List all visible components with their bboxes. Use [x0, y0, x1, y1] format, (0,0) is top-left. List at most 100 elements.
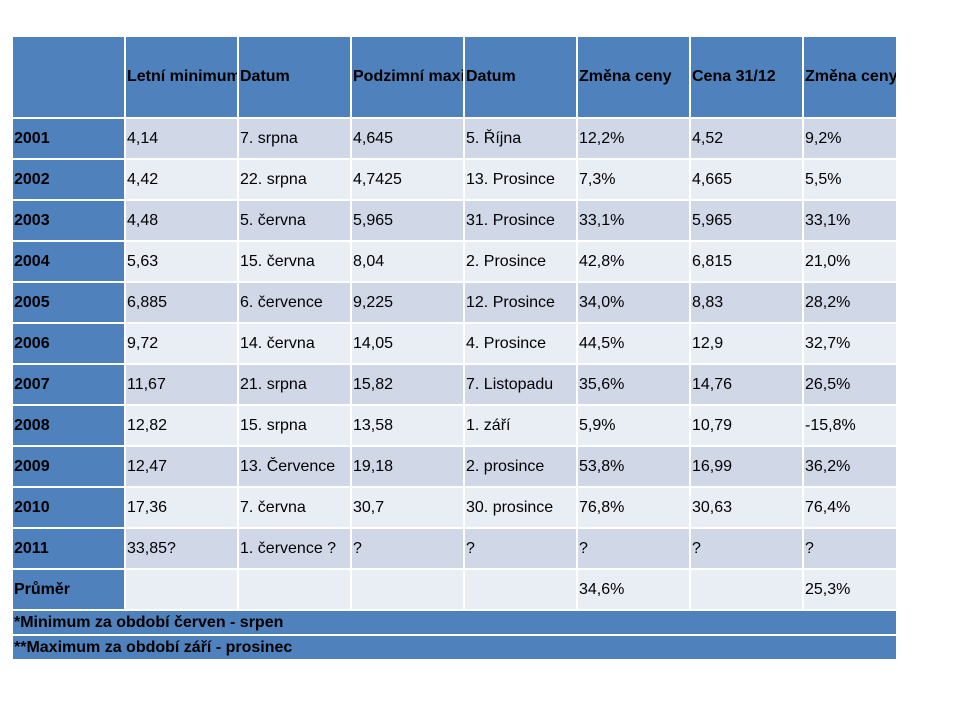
column-header: Změna ceny [802, 35, 898, 119]
column-header: Změna ceny [576, 35, 691, 119]
table-cell: 12,2% [576, 117, 691, 160]
table-cell: 7. srpna [237, 117, 352, 160]
table-cell: 4,665 [689, 158, 804, 201]
table-cell: 4,42 [124, 158, 239, 201]
table-cell: ? [689, 527, 804, 570]
table-row: 2010 17,36 7. června 30,7 30. prosince 76,8% 3… [11, 486, 898, 529]
row-header-cell: 2010 [11, 486, 126, 529]
row-header-cell: 2007 [11, 363, 126, 406]
table-cell: 15. srpna [237, 404, 352, 447]
table-cell: 5,965 [350, 199, 465, 242]
table-cell: 30,7 [350, 486, 465, 529]
table-cell: 7,3% [576, 158, 691, 201]
table-row: Průměr 34,6% 25,3% [11, 568, 898, 611]
table-cell: 44,5% [576, 322, 691, 365]
table-row: 2006 9,72 14. června 14,05 4. Prosince 44,5% 1… [11, 322, 898, 365]
table-cell: 9,225 [350, 281, 465, 324]
table-footnotes: *Minimum za období červen - srpen **Maxim… [11, 609, 898, 661]
table-cell [124, 568, 239, 611]
table-cell: 4,52 [689, 117, 804, 160]
table-cell: ? [576, 527, 691, 570]
table-cell: 6,815 [689, 240, 804, 283]
table-cell: 10,79 [689, 404, 804, 447]
table-cell: 12,82 [124, 404, 239, 447]
table-row: 2003 4,48 5. června 5,965 31. Prosince 33,1% 5… [11, 199, 898, 242]
table-cell: 4,14 [124, 117, 239, 160]
footnote-text: *Minimum za období červen - srpen [11, 609, 898, 636]
row-header-cell: 2005 [11, 281, 126, 324]
table-cell: 34,6% [576, 568, 691, 611]
table-cell: 19,18 [350, 445, 465, 488]
table-row: 2004 5,63 15. června 8,04 2. Prosince 42,8% 6,… [11, 240, 898, 283]
header-corner-cell [11, 35, 126, 119]
table-cell: 32,7% [802, 322, 898, 365]
table-cell: 22. srpna [237, 158, 352, 201]
table-cell: 12. Prosince [463, 281, 578, 324]
table-cell: 14,76 [689, 363, 804, 406]
table-row: 2011 33,85? 1. července ? ????? [11, 527, 898, 570]
table-cell: ? [463, 527, 578, 570]
table-cell: 35,6% [576, 363, 691, 406]
table-cell: 1. září [463, 404, 578, 447]
table-cell: 5,5% [802, 158, 898, 201]
table-cell: ? [802, 527, 898, 570]
column-header: Datum [237, 35, 352, 119]
table-cell: 16,99 [689, 445, 804, 488]
table-cell: 17,36 [124, 486, 239, 529]
table-cell: 12,47 [124, 445, 239, 488]
table-cell: 31. Prosince [463, 199, 578, 242]
table-cell: 8,04 [350, 240, 465, 283]
row-header-cell: 2004 [11, 240, 126, 283]
table-cell: 30,63 [689, 486, 804, 529]
table-cell: 5. června [237, 199, 352, 242]
table-cell: 13,58 [350, 404, 465, 447]
table-cell: 13. Července [237, 445, 352, 488]
table-cell: 9,2% [802, 117, 898, 160]
table-cell: 26,5% [802, 363, 898, 406]
table-cell: 2. prosince [463, 445, 578, 488]
table-cell: 53,8% [576, 445, 691, 488]
footnote-row: *Minimum za období červen - srpen [11, 609, 898, 636]
table-cell: 12,9 [689, 322, 804, 365]
table-cell: 11,67 [124, 363, 239, 406]
table-cell: 4,645 [350, 117, 465, 160]
footnote-row: **Maximum za období září - prosinec [11, 634, 898, 661]
footnote-text: **Maximum za období září - prosinec [11, 634, 898, 661]
table-cell: 21,0% [802, 240, 898, 283]
table-cell: 36,2% [802, 445, 898, 488]
table-cell: 15,82 [350, 363, 465, 406]
table-cell: 9,72 [124, 322, 239, 365]
table-cell: 34,0% [576, 281, 691, 324]
table-row: 2009 12,47 13. Července 19,18 2. prosince 53,… [11, 445, 898, 488]
table-cell: 13. Prosince [463, 158, 578, 201]
row-header-cell: Průměr [11, 568, 126, 611]
table-cell: 42,8% [576, 240, 691, 283]
table-cell: 76,4% [802, 486, 898, 529]
table-cell: 5. Října [463, 117, 578, 160]
table-cell: 33,85? [124, 527, 239, 570]
table-cell: 14,05 [350, 322, 465, 365]
row-header-cell: 2011 [11, 527, 126, 570]
row-header-cell: 2001 [11, 117, 126, 160]
table-cell: 1. července ? [237, 527, 352, 570]
table-cell: 25,3% [802, 568, 898, 611]
table-cell: 33,1% [576, 199, 691, 242]
table-cell: 15. června [237, 240, 352, 283]
row-header-cell: 2008 [11, 404, 126, 447]
table-row: 2001 4,14 7. srpna 4,645 5. Října 12,2% 4,52 9,… [11, 117, 898, 160]
column-header: Letní minimum* [124, 35, 239, 119]
row-header-cell: 2009 [11, 445, 126, 488]
table-cell: 4,7425 [350, 158, 465, 201]
table-cell: 14. června [237, 322, 352, 365]
table-cell: 5,63 [124, 240, 239, 283]
table-cell: 5,965 [689, 199, 804, 242]
table-cell: 4. Prosince [463, 322, 578, 365]
table-cell [237, 568, 352, 611]
column-header: Datum [463, 35, 578, 119]
table-row: 2002 4,42 22. srpna 4,7425 13. Prosince 7,3% 4… [11, 158, 898, 201]
table-cell: 8,83 [689, 281, 804, 324]
table-row: 2005 6,885 6. července 9,225 12. Prosince 34,… [11, 281, 898, 324]
